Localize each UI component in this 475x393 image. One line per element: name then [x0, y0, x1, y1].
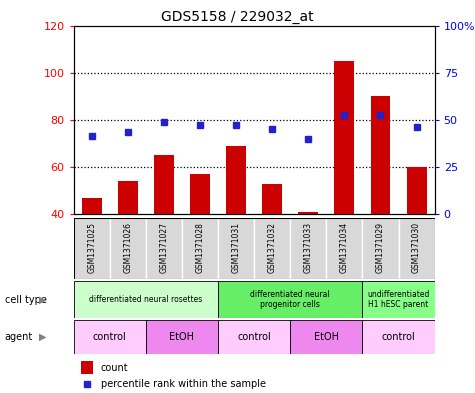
Text: control: control: [381, 332, 416, 342]
Text: count: count: [101, 362, 128, 373]
Bar: [190, 174, 210, 214]
Bar: [254, 218, 290, 279]
Bar: [362, 320, 435, 354]
Bar: [362, 218, 399, 279]
Text: control: control: [93, 332, 127, 342]
Bar: [110, 218, 146, 279]
Bar: [326, 218, 362, 279]
Bar: [154, 155, 174, 214]
Bar: [146, 320, 218, 354]
Bar: [74, 320, 146, 354]
Text: GSM1371031: GSM1371031: [232, 222, 240, 273]
Text: control: control: [237, 332, 271, 342]
Bar: [298, 212, 318, 214]
Bar: [334, 61, 354, 214]
Bar: [262, 184, 282, 214]
Text: GSM1371027: GSM1371027: [160, 222, 168, 273]
Text: cell type: cell type: [5, 295, 47, 305]
Text: GSM1371033: GSM1371033: [304, 222, 313, 273]
Bar: [226, 146, 246, 214]
Text: percentile rank within the sample: percentile rank within the sample: [101, 379, 266, 389]
Text: differentiated neural
progenitor cells: differentiated neural progenitor cells: [250, 290, 330, 309]
Bar: [370, 96, 390, 214]
Bar: [290, 218, 326, 279]
Text: undifferentiated
H1 hESC parent: undifferentiated H1 hESC parent: [367, 290, 430, 309]
Bar: [218, 218, 254, 279]
Bar: [218, 281, 362, 318]
Bar: [290, 320, 362, 354]
Text: GSM1371028: GSM1371028: [196, 222, 204, 273]
Bar: [218, 320, 290, 354]
Text: GSM1371025: GSM1371025: [87, 222, 96, 273]
Text: GSM1371029: GSM1371029: [376, 222, 385, 273]
Text: GSM1371026: GSM1371026: [124, 222, 132, 273]
Text: ▶: ▶: [39, 295, 47, 305]
Text: GSM1371032: GSM1371032: [268, 222, 276, 273]
Bar: [74, 218, 110, 279]
Text: differentiated neural rosettes: differentiated neural rosettes: [89, 295, 202, 304]
Text: EtOH: EtOH: [170, 332, 194, 342]
Text: GDS5158 / 229032_at: GDS5158 / 229032_at: [161, 10, 314, 24]
Bar: [146, 218, 182, 279]
Bar: [81, 361, 94, 373]
Bar: [182, 218, 218, 279]
Bar: [399, 218, 435, 279]
Text: agent: agent: [5, 332, 33, 342]
Bar: [118, 181, 138, 214]
Text: GSM1371034: GSM1371034: [340, 222, 349, 273]
Text: GSM1371030: GSM1371030: [412, 222, 421, 273]
Text: EtOH: EtOH: [314, 332, 339, 342]
Text: ▶: ▶: [39, 332, 47, 342]
Bar: [74, 281, 218, 318]
Bar: [407, 167, 427, 214]
Bar: [82, 198, 102, 214]
Bar: [362, 281, 435, 318]
